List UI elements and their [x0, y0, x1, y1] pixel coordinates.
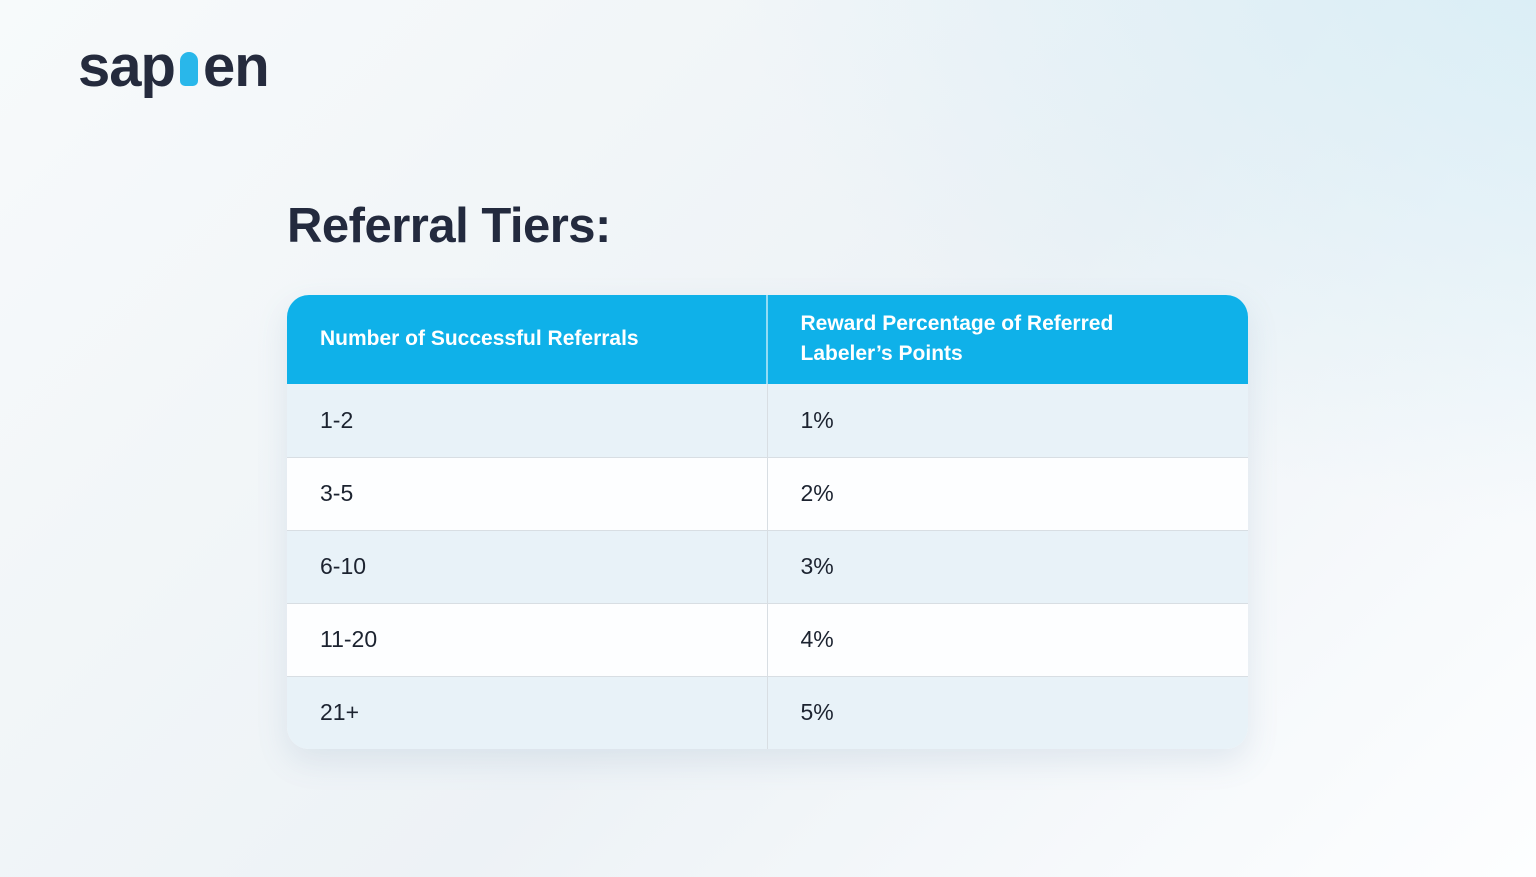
cell-referrals: 1-2 [287, 383, 768, 457]
column-header-reward: Reward Percentage of Referred Labeler’s … [800, 312, 1114, 366]
cell-reward: 1% [800, 406, 834, 433]
referral-tiers-table: Number of Successful Referrals Reward Pe… [287, 295, 1248, 749]
table-row: 6-10 3% [287, 529, 1248, 603]
table-row: 3-5 2% [287, 456, 1248, 530]
cell-reward: 5% [800, 699, 834, 726]
column-header-referrals: Number of Successful Referrals [287, 295, 768, 384]
sapien-logo: sap en [78, 34, 270, 99]
cell-reward: 4% [800, 626, 834, 653]
table-header-row: Number of Successful Referrals Reward Pe… [287, 295, 1248, 384]
cell-reward: 2% [800, 480, 834, 507]
logo-text-suffix: en [202, 34, 270, 99]
table-row: 11-20 4% [287, 602, 1248, 676]
person-torso [179, 52, 198, 86]
page-title: Referral Tiers: [287, 199, 611, 253]
cell-referrals: 6-10 [287, 530, 768, 603]
logo-text-prefix: sap [78, 34, 176, 99]
cell-reward: 3% [800, 553, 834, 580]
cell-referrals: 11-20 [287, 603, 768, 676]
person-icon [179, 52, 198, 86]
cell-referrals: 21+ [287, 676, 768, 749]
cell-referrals: 3-5 [287, 457, 768, 530]
table-row: 21+ 5% [287, 675, 1248, 749]
table-row: 1-2 1% [287, 383, 1248, 457]
